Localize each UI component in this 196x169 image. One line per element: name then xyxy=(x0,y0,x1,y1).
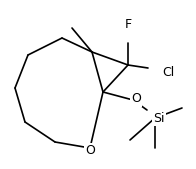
Text: O: O xyxy=(131,92,141,105)
Text: F: F xyxy=(124,18,132,30)
Text: O: O xyxy=(85,143,95,156)
Text: Cl: Cl xyxy=(162,66,174,79)
Text: Si: Si xyxy=(153,112,165,125)
